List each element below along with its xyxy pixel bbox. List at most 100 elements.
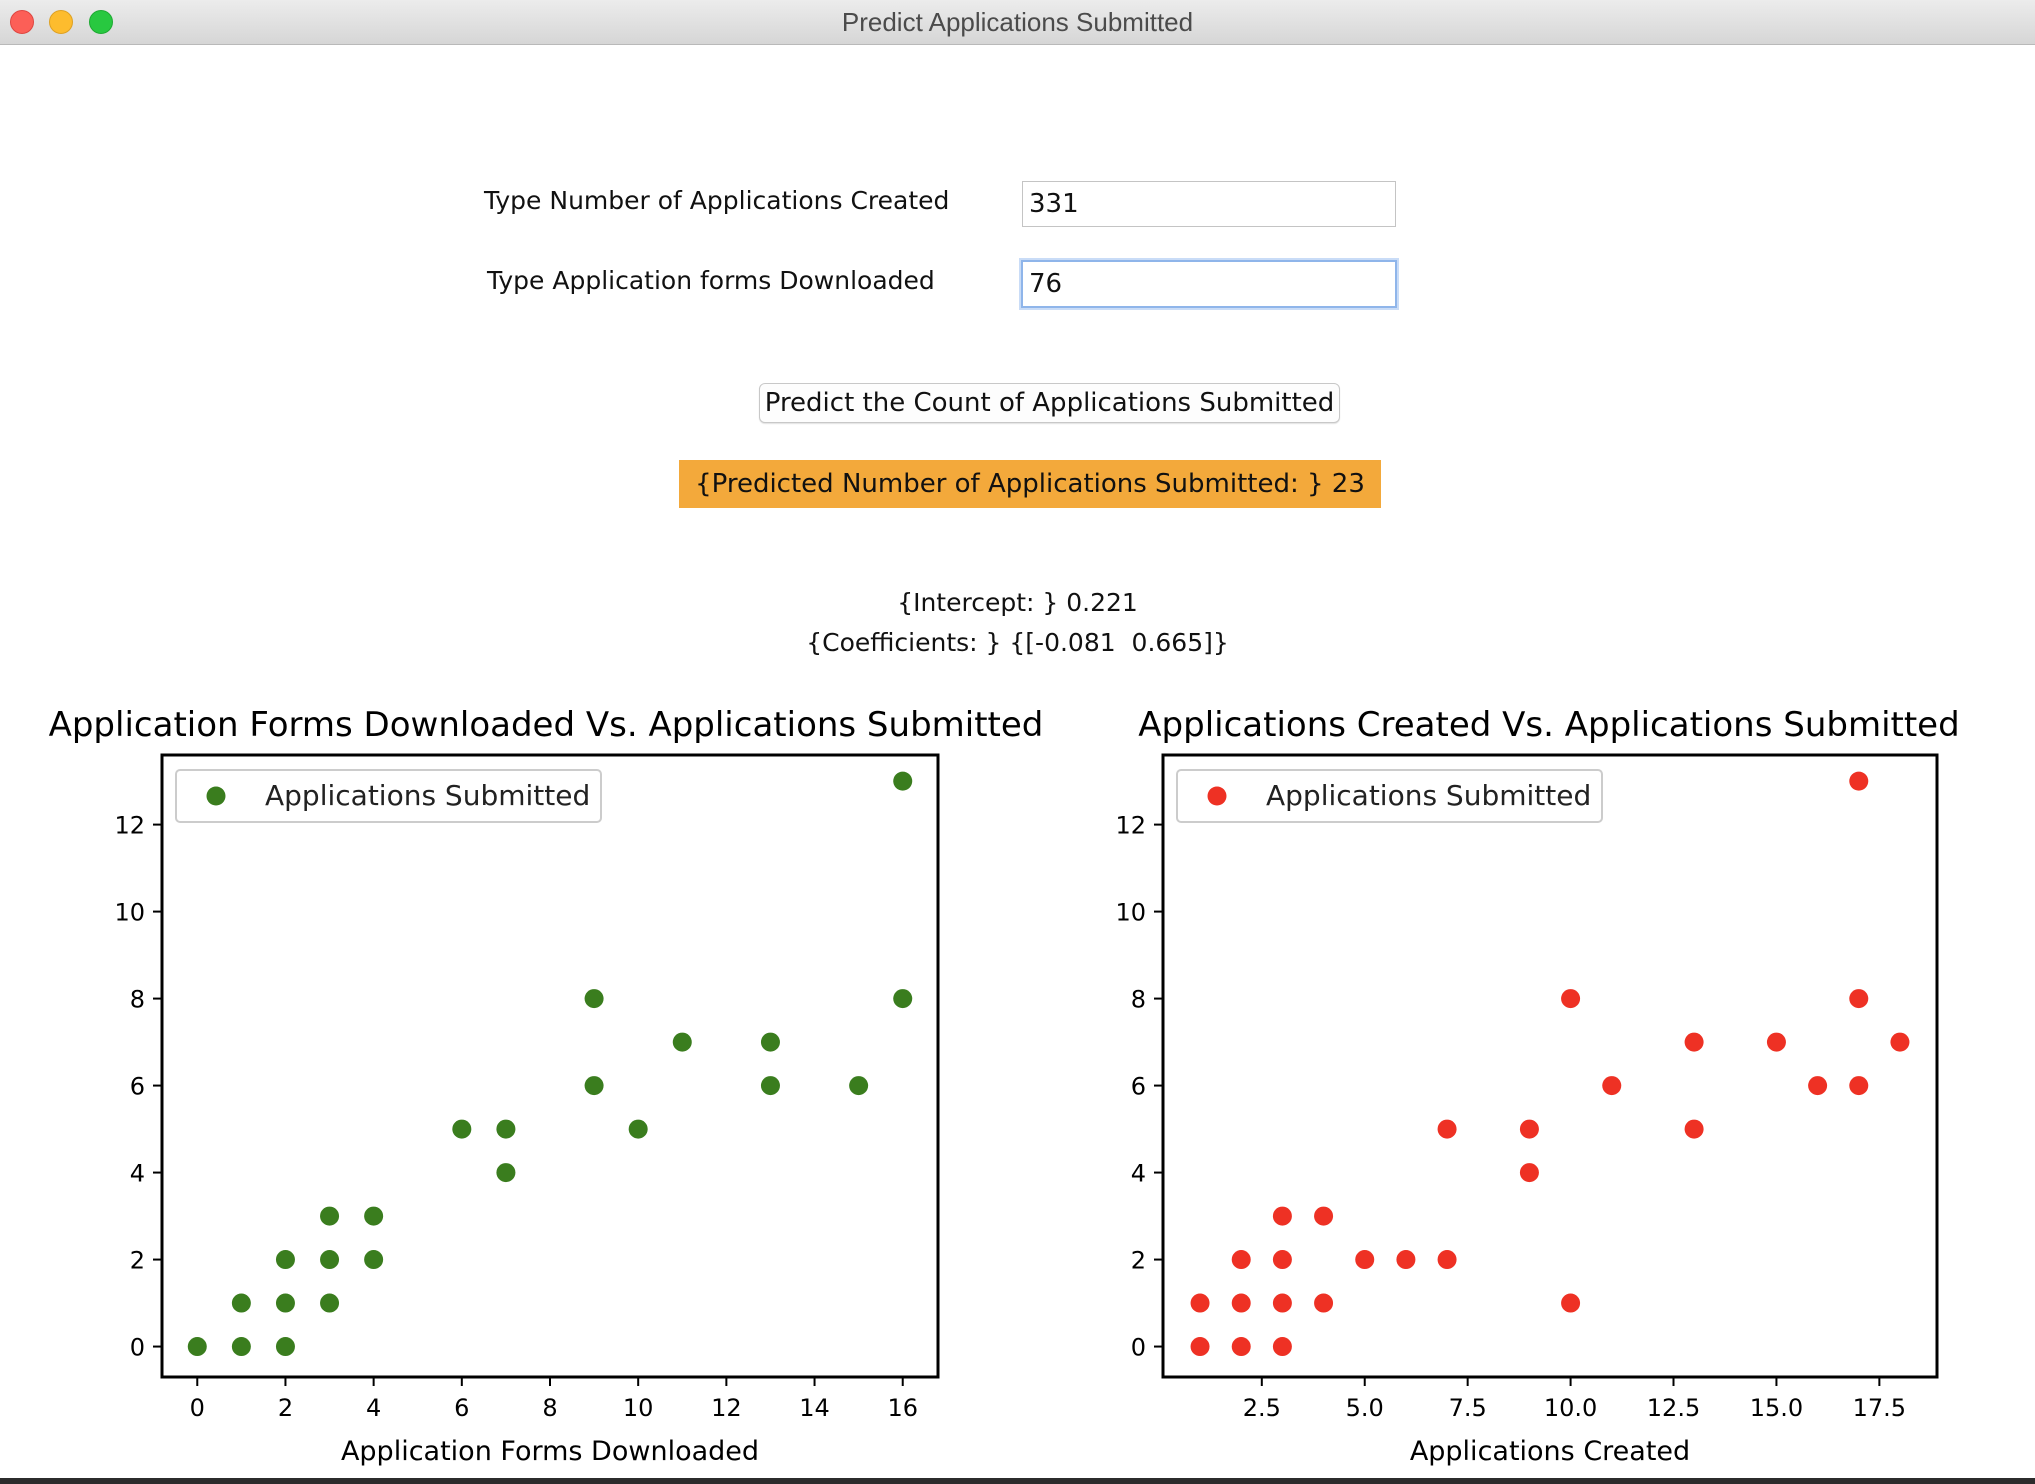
y-tick-label: 6 [130,1073,145,1101]
data-point [1561,989,1581,1009]
y-tick-label: 4 [1131,1160,1146,1188]
forms-downloaded-input[interactable] [1021,260,1397,308]
data-point [187,1337,207,1357]
data-point [452,1119,472,1139]
predict-button[interactable]: Predict the Count of Applications Submit… [759,383,1340,423]
data-point [1190,1293,1210,1313]
data-point [1766,1032,1786,1052]
legend-label: Applications Submitted [265,779,590,812]
y-tick-label: 0 [130,1334,145,1362]
data-point [1808,1076,1828,1096]
applications-created-input[interactable] [1022,181,1396,227]
x-tick-label: 15.0 [1750,1394,1803,1422]
minimize-window-button[interactable] [49,10,73,34]
window-title: Predict Applications Submitted [841,7,1194,37]
data-point [1314,1293,1334,1313]
data-point [1231,1250,1251,1270]
x-tick-label: 2 [278,1394,293,1422]
data-point [584,1076,604,1096]
y-tick-label: 8 [1131,986,1146,1014]
data-point [1272,1337,1292,1357]
y-tick-label: 12 [114,812,145,840]
data-point [1272,1250,1292,1270]
x-tick-label: 16 [887,1394,918,1422]
x-tick-label: 12.5 [1647,1394,1700,1422]
data-point [364,1206,384,1226]
y-tick-label: 12 [1115,812,1146,840]
data-point [1890,1032,1910,1052]
x-tick-label: 8 [542,1394,557,1422]
data-point [760,1076,780,1096]
y-tick-label: 10 [1115,899,1146,927]
y-tick-label: 4 [130,1160,145,1188]
data-point [275,1293,295,1313]
x-tick-label: 5.0 [1346,1394,1384,1422]
data-point [231,1337,251,1357]
y-tick-label: 0 [1131,1334,1146,1362]
data-point [320,1293,340,1313]
data-point [275,1337,295,1357]
x-axis-label: Application Forms Downloaded [341,1436,759,1467]
chart-title: Applications Created Vs. Applications Su… [1138,705,1959,745]
close-window-button[interactable] [10,10,34,34]
x-tick-label: 7.5 [1449,1394,1487,1422]
plot-frame [1161,753,1939,1379]
y-tick-label: 2 [1131,1247,1146,1275]
y-tick-label: 2 [130,1247,145,1275]
data-point [1519,1163,1539,1183]
data-point [1437,1250,1457,1270]
window-titlebar: Predict Applications Submitted [0,0,2035,45]
x-tick-label: 2.5 [1243,1394,1281,1422]
data-point [1190,1337,1210,1357]
coefficients-text: {Coefficients: } {[-0.081 0.665]} [806,628,1229,657]
data-point [1849,989,1869,1009]
x-axis-label: Applications Created [1410,1436,1690,1467]
data-point [231,1293,251,1313]
data-point [1272,1293,1292,1313]
data-point [1684,1119,1704,1139]
x-tick-label: 17.5 [1853,1394,1906,1422]
data-point [320,1250,340,1270]
x-tick-label: 14 [799,1394,830,1422]
data-point [1314,1206,1334,1226]
data-point [893,989,913,1009]
data-point [1684,1032,1704,1052]
data-point [1231,1337,1251,1357]
window-bottom-edge [0,1478,2035,1484]
applications-created-label: Type Number of Applications Created [484,186,950,215]
data-point [496,1163,516,1183]
legend-marker [1207,786,1227,806]
chart-title: Application Forms Downloaded Vs. Applica… [49,705,1044,745]
plot-frame [160,753,940,1379]
legend-marker [206,786,226,806]
intercept-text: {Intercept: } 0.221 [897,588,1138,617]
x-tick-label: 0 [190,1394,205,1422]
data-point [849,1076,869,1096]
data-point [893,771,913,791]
x-tick-label: 10.0 [1544,1394,1597,1422]
data-point [1355,1250,1375,1270]
data-point [1602,1076,1622,1096]
chart-2: Applications Created Vs. Applications Su… [1115,705,1959,1467]
x-tick-label: 12 [711,1394,742,1422]
data-point [760,1032,780,1052]
prediction-result: {Predicted Number of Applications Submit… [679,460,1381,508]
chart-1: Application Forms Downloaded Vs. Applica… [49,705,1044,1467]
forms-downloaded-label: Type Application forms Downloaded [487,266,935,295]
data-point [672,1032,692,1052]
data-point [1396,1250,1416,1270]
x-tick-label: 10 [623,1394,654,1422]
data-point [496,1119,516,1139]
y-tick-label: 6 [1131,1073,1146,1101]
legend-box [1176,769,1603,823]
data-point [275,1250,295,1270]
y-tick-label: 10 [114,899,145,927]
data-point [1272,1206,1292,1226]
y-tick-label: 8 [130,986,145,1014]
zoom-window-button[interactable] [89,10,113,34]
data-point [1437,1119,1457,1139]
data-point [1231,1293,1251,1313]
data-point [1849,1076,1869,1096]
data-point [1561,1293,1581,1313]
